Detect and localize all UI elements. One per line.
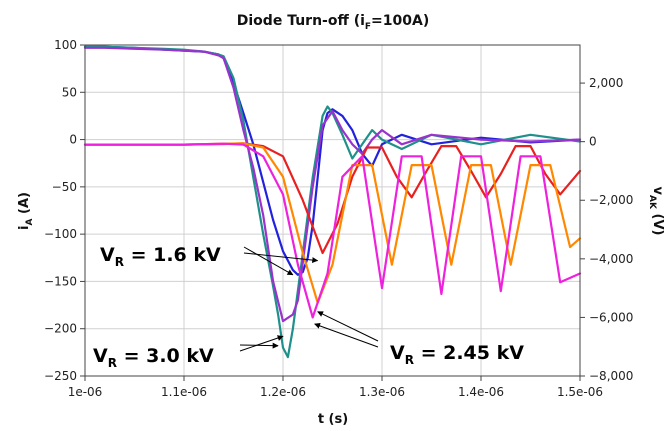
annotation-arrow — [317, 311, 379, 342]
x-tick-label: 1.2e-06 — [260, 385, 306, 399]
plot-frame — [84, 44, 581, 377]
y-right-tick-label: 2,000 — [589, 76, 623, 90]
tick-layer: 1e-06 1.1e-06 1.2e-06 1.3e-06 1.4e-06 1.5e-06… — [44, 38, 633, 399]
y-left-tick-label: −250 — [44, 369, 77, 383]
y-right-tick-label: −6,000 — [589, 310, 633, 324]
annotation-arrow — [243, 246, 294, 276]
series-line-2 — [83, 46, 582, 323]
x-tick-label: 1.3e-06 — [359, 385, 405, 399]
annotation-arrow — [243, 252, 319, 264]
x-tick-label: 1e-06 — [68, 385, 103, 399]
x-tick-label: 1.5e-06 — [557, 385, 603, 399]
annotation-arrow — [314, 323, 379, 348]
annotation-arrow — [239, 335, 284, 352]
series-layer — [83, 45, 582, 359]
y-right-tick-label: 0 — [589, 135, 597, 149]
y-right-tick-label: −4,000 — [589, 252, 633, 266]
y-right-tick-label: −2,000 — [589, 193, 633, 207]
y-left-tick-label: −150 — [44, 274, 77, 288]
series-line-4 — [83, 142, 582, 304]
y-left-tick-label: 0 — [69, 133, 77, 147]
annotation-vr-3-0kv: VR = 3.0 kV — [93, 345, 214, 370]
annotation-vr-2-45kv: VR = 2.45 kV — [390, 342, 524, 367]
y-axis-right-label: vAK (V) — [647, 187, 665, 236]
series-line-5 — [83, 142, 582, 319]
annotation-vr-1-6kv: VR = 1.6 kV — [100, 244, 221, 269]
grid-layer — [84, 44, 581, 377]
annotation-layer — [239, 246, 379, 352]
y-right-tick-label: −8,000 — [589, 369, 633, 383]
x-tick-label: 1.4e-06 — [458, 385, 504, 399]
x-tick-label: 1.1e-06 — [161, 385, 207, 399]
y-left-tick-label: 50 — [62, 85, 77, 99]
y-left-tick-label: −200 — [44, 322, 77, 336]
y-left-tick-label: −100 — [44, 227, 77, 241]
x-axis-label: t (s) — [318, 412, 348, 427]
series-line-1 — [83, 45, 582, 359]
annotation-arrow — [239, 342, 279, 349]
y-left-tick-label: −50 — [52, 180, 77, 194]
chart-title: Diode Turn-off (iF=100A) — [237, 13, 429, 32]
y-axis-left-label: iA (A) — [17, 192, 35, 230]
y-left-tick-label: 100 — [54, 38, 77, 52]
